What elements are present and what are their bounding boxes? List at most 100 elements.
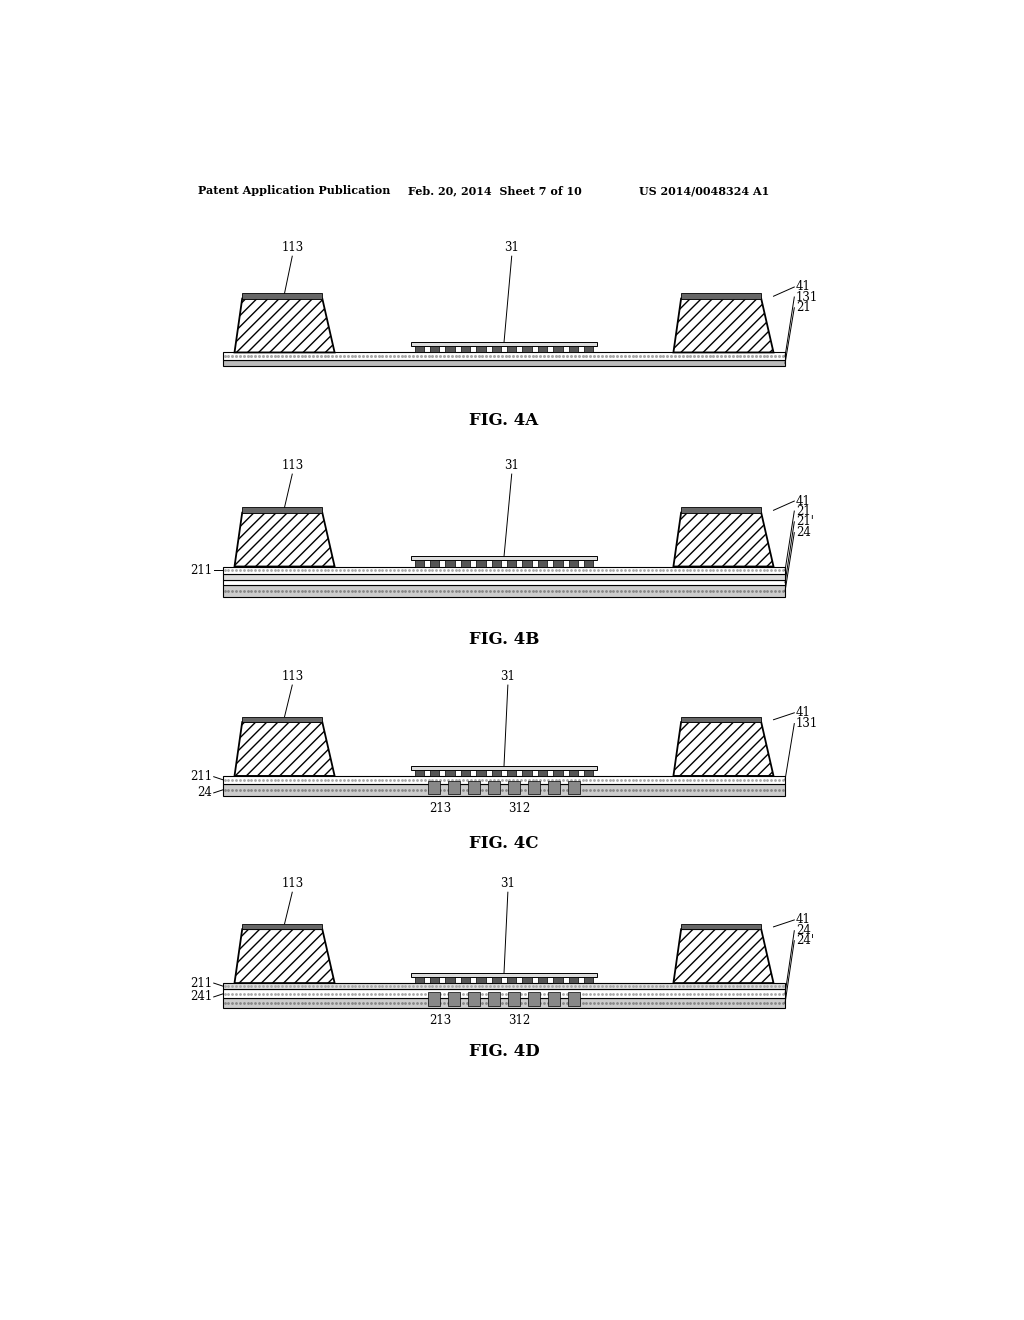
Text: 31: 31 (504, 459, 519, 471)
Bar (243, 507, 323, 512)
Bar (476, 560, 485, 566)
Bar (223, 360, 785, 367)
Bar (568, 346, 578, 352)
Bar (568, 780, 581, 795)
Text: Feb. 20, 2014  Sheet 7 of 10: Feb. 20, 2014 Sheet 7 of 10 (408, 185, 582, 197)
Bar (522, 560, 531, 566)
Bar (538, 977, 547, 983)
Bar (507, 346, 516, 352)
Bar (223, 989, 785, 998)
Bar (411, 766, 597, 770)
Polygon shape (234, 512, 335, 566)
Bar (528, 780, 541, 795)
Bar (507, 977, 516, 983)
Text: 21': 21' (796, 515, 814, 528)
Bar (507, 770, 516, 776)
Text: FIG. 4A: FIG. 4A (469, 412, 539, 429)
Bar (487, 993, 500, 1006)
Bar (445, 560, 455, 566)
Polygon shape (674, 298, 773, 352)
Bar (430, 770, 439, 776)
Text: 131: 131 (796, 717, 818, 730)
Bar (476, 770, 485, 776)
Bar (538, 770, 547, 776)
Bar (584, 346, 593, 352)
Bar (584, 560, 593, 566)
Bar (528, 993, 541, 1006)
Text: 41: 41 (796, 495, 811, 508)
Text: 211: 211 (190, 977, 212, 990)
Text: 131: 131 (796, 290, 818, 304)
Text: 41: 41 (796, 280, 811, 293)
Text: 41: 41 (796, 706, 811, 719)
Bar (445, 977, 455, 983)
Bar (223, 776, 785, 784)
Text: 211: 211 (190, 564, 212, 577)
Bar (223, 352, 785, 360)
Bar (681, 293, 761, 298)
Bar (492, 977, 501, 983)
Bar (468, 993, 480, 1006)
Text: 41: 41 (796, 913, 811, 927)
Text: US 2014/0048324 A1: US 2014/0048324 A1 (639, 185, 769, 197)
Bar (415, 560, 424, 566)
Bar (445, 770, 455, 776)
Bar (430, 560, 439, 566)
Text: 113: 113 (282, 459, 303, 471)
Bar (461, 560, 470, 566)
Bar (507, 560, 516, 566)
Bar (447, 780, 460, 795)
Bar (430, 346, 439, 352)
Bar (476, 346, 485, 352)
Polygon shape (234, 298, 335, 352)
Text: FIG. 4D: FIG. 4D (469, 1043, 540, 1060)
Bar (492, 346, 501, 352)
Bar (487, 780, 500, 795)
Text: FIG. 4B: FIG. 4B (469, 631, 540, 648)
Bar (243, 293, 323, 298)
Polygon shape (674, 512, 773, 566)
Text: 113: 113 (282, 876, 303, 890)
Bar (538, 560, 547, 566)
Bar (584, 977, 593, 983)
Polygon shape (234, 929, 335, 983)
Bar (223, 574, 785, 579)
Text: Patent Application Publication: Patent Application Publication (199, 185, 391, 197)
Bar (223, 566, 785, 574)
Bar (461, 346, 470, 352)
Bar (415, 977, 424, 983)
Bar (411, 557, 597, 561)
Bar (508, 993, 520, 1006)
Bar (445, 346, 455, 352)
Bar (508, 780, 520, 795)
Bar (223, 784, 785, 796)
Bar (428, 780, 440, 795)
Bar (411, 973, 597, 977)
Bar (553, 560, 562, 566)
Bar (223, 983, 785, 989)
Bar (447, 993, 460, 1006)
Text: 113: 113 (282, 669, 303, 682)
Bar (415, 770, 424, 776)
Text: 213: 213 (429, 803, 452, 816)
Polygon shape (674, 722, 773, 776)
Bar (568, 993, 581, 1006)
Text: 312: 312 (508, 1014, 530, 1027)
Bar (461, 770, 470, 776)
Text: 211: 211 (190, 770, 212, 783)
Bar (522, 977, 531, 983)
Bar (492, 770, 501, 776)
Bar (223, 579, 785, 585)
Bar (428, 993, 440, 1006)
Text: 241: 241 (189, 990, 212, 1003)
Text: 312: 312 (508, 803, 530, 816)
Bar (681, 924, 761, 929)
Bar (461, 977, 470, 983)
Bar (522, 770, 531, 776)
Text: 213: 213 (429, 1014, 452, 1027)
Text: 21: 21 (796, 504, 811, 517)
Bar (681, 507, 761, 512)
Text: 24: 24 (796, 527, 811, 539)
Bar (468, 780, 480, 795)
Text: 113: 113 (282, 240, 303, 253)
